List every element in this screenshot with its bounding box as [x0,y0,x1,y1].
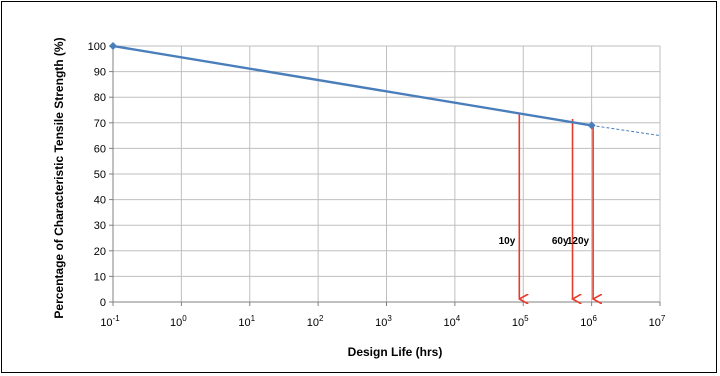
x-tick-label: 101 [238,314,255,329]
y-tick-label: 100 [88,41,106,53]
x-tick-label: 107 [649,314,666,329]
y-tick-label: 20 [94,246,106,258]
y-tick-labels: 0 10 20 30 40 50 60 70 80 90 100 [88,41,106,309]
x-tick-label: 103 [375,314,392,329]
x-tick-label: 105 [512,314,529,329]
x-tick-labels: 10-1 100 101 102 103 104 105 106 107 [100,314,666,329]
y-tick-label: 0 [100,297,106,309]
design-life-label: 10y [499,236,516,247]
y-tick-label: 50 [94,169,106,181]
y-axis-title: Percentage of Characteristic Tensile Str… [52,37,66,318]
x-tick-label: 102 [307,314,324,329]
y-tick-label: 80 [94,92,106,104]
strength-line [112,44,592,127]
y-tick-label: 60 [94,143,106,155]
x-tick-label: 104 [444,314,461,329]
x-tick-label: 100 [170,314,187,329]
design-life-label: 120y [567,236,590,247]
y-tick-label: 30 [94,220,106,232]
design-life-label: 60y [552,236,569,247]
x-tick-label: 106 [580,314,597,329]
y-tick-label: 40 [94,195,106,207]
y-tick-label: 70 [94,118,106,130]
axes [109,45,661,306]
extrapolated-line [591,124,661,137]
y-tick-label: 10 [94,271,106,283]
x-axis-title: Design Life (hrs) [348,345,443,359]
data-point-marker [109,42,117,50]
data-point-marker [587,121,596,130]
y-tick-label: 90 [94,67,106,79]
x-tick-label: 10-1 [100,314,120,329]
design-life-arrows [519,113,593,299]
gridlines [113,45,661,302]
series [109,42,661,137]
